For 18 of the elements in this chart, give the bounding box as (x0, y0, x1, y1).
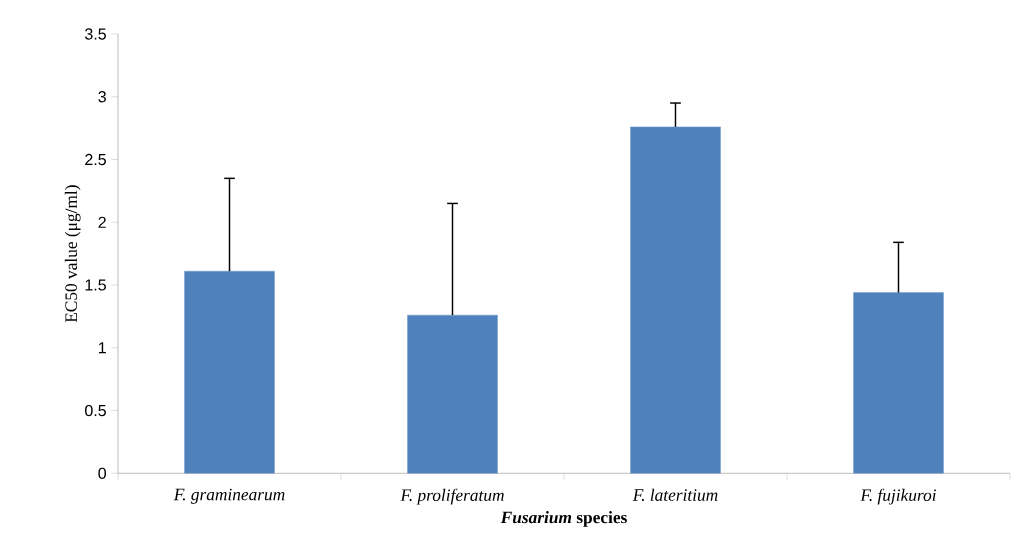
x-tick-label: F. fujikuroi (860, 488, 937, 505)
y-tick-label: 2 (98, 216, 106, 228)
y-tick-label: 0.5 (85, 404, 106, 417)
x-tick-label: F. lateritium (632, 488, 718, 501)
y-tick-label: 3.5 (85, 28, 106, 40)
y-tick-label: 1 (98, 342, 106, 354)
x-tick-label: F. graminearum (173, 488, 285, 504)
x-axis-title: Fusarium species (500, 511, 627, 527)
y-axis-title: EC50 value (μg/ml) (64, 185, 81, 323)
bar (407, 314, 498, 474)
bar (853, 292, 944, 474)
y-tick-label: 3 (98, 91, 106, 103)
x-tick-label: F. proliferatum (400, 488, 504, 505)
y-tick-label: 1.5 (85, 279, 106, 291)
y-tick-label: 2.5 (85, 153, 106, 166)
bar (184, 270, 275, 474)
y-tick-label: 0 (98, 467, 107, 479)
bar (630, 126, 721, 474)
